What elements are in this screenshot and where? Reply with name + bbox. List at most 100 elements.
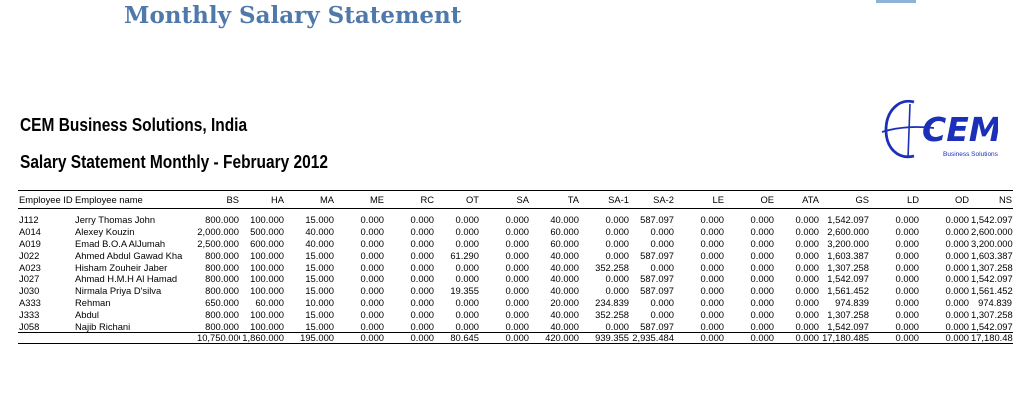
table-cell: 0.000 bbox=[650, 226, 674, 238]
table-cell: 0.000 bbox=[505, 237, 529, 249]
table-cell: J058 bbox=[19, 320, 40, 332]
cem-logo: CEM Business Solutions bbox=[881, 99, 998, 159]
table-cell: 0.000 bbox=[795, 308, 819, 320]
table-cell: 0.000 bbox=[650, 261, 674, 273]
table-cell: 0.000 bbox=[945, 249, 969, 261]
table-cell: 587.097 bbox=[640, 249, 674, 261]
table-cell: 0.000 bbox=[455, 308, 479, 320]
table-cell: 0.000 bbox=[700, 285, 724, 297]
table-cell: 0.000 bbox=[455, 237, 479, 249]
table-cell: Abdul bbox=[75, 308, 99, 320]
table-cell: 0.000 bbox=[895, 226, 919, 238]
table-cell: 0.000 bbox=[360, 273, 384, 285]
table-cell: 0.000 bbox=[360, 261, 384, 273]
table-cell: 0.000 bbox=[700, 261, 724, 273]
table-cell: 0.000 bbox=[455, 273, 479, 285]
table-cell: 1,307.258 bbox=[827, 261, 869, 273]
table-cell: 0.000 bbox=[505, 273, 529, 285]
table-cell: 0.000 bbox=[750, 237, 774, 249]
table-cell: 0.000 bbox=[455, 226, 479, 238]
total-cell: 80.645 bbox=[435, 331, 480, 344]
table-cell: Ahmad H.M.H Al Hamad bbox=[75, 273, 178, 285]
table-cell: 100.000 bbox=[250, 273, 284, 285]
table-cell: 600.000 bbox=[250, 237, 284, 249]
page-title: Monthly Salary Statement bbox=[124, 2, 462, 29]
table-cell: 234.839 bbox=[595, 296, 629, 308]
table-cell: 587.097 bbox=[640, 273, 674, 285]
table-cell: 1,542.097 bbox=[827, 214, 869, 226]
table-cell: Alexey Kouzin bbox=[75, 226, 135, 238]
table-cell: 40.000 bbox=[550, 214, 579, 226]
table-row: J022 Ahmed Abdul Gawad Kha 800.000 100.000 1… bbox=[18, 249, 1013, 261]
table-cell: 0.000 bbox=[945, 273, 969, 285]
table-cell: 0.000 bbox=[750, 308, 774, 320]
table-cell: 0.000 bbox=[750, 226, 774, 238]
table-cell: 0.000 bbox=[795, 226, 819, 238]
table-cell: 0.000 bbox=[410, 308, 434, 320]
table-cell: 0.000 bbox=[605, 226, 629, 238]
table-cell: 0.000 bbox=[505, 249, 529, 261]
table-cell: 0.000 bbox=[360, 226, 384, 238]
table-cell: 61.290 bbox=[450, 249, 479, 261]
total-cell: 0.000 bbox=[335, 331, 385, 344]
table-cell: 0.000 bbox=[795, 273, 819, 285]
table-row: J112 Jerry Thomas John 800.000 100.000 15.00… bbox=[18, 214, 1013, 226]
table-cell: 0.000 bbox=[455, 214, 479, 226]
table-cell: 800.000 bbox=[205, 249, 239, 261]
table-cell: 40.000 bbox=[550, 261, 579, 273]
table-cell: 800.000 bbox=[205, 273, 239, 285]
table-cell: 15.000 bbox=[305, 261, 334, 273]
column-header: LE bbox=[675, 190, 725, 209]
table-cell: 800.000 bbox=[205, 320, 239, 332]
table-cell: 0.000 bbox=[700, 237, 724, 249]
table-cell: 0.000 bbox=[750, 320, 774, 332]
table-cell: J333 bbox=[19, 308, 40, 320]
table-cell: Nirmala Priya D'silva bbox=[75, 285, 162, 297]
table-cell: J030 bbox=[19, 285, 40, 297]
table-cell: 1,542.097 bbox=[971, 214, 1013, 226]
table-cell: 0.000 bbox=[410, 237, 434, 249]
table-cell: 0.000 bbox=[895, 320, 919, 332]
table-cell: 0.000 bbox=[750, 273, 774, 285]
table-cell: 1,561.452 bbox=[827, 285, 869, 297]
total-cell: 1,860.000 bbox=[240, 331, 285, 344]
statement-title: Salary Statement Monthly - February 2012 bbox=[20, 152, 328, 172]
table-cell: 0.000 bbox=[895, 249, 919, 261]
column-header: SA-1 bbox=[580, 190, 630, 209]
table-cell: 0.000 bbox=[795, 261, 819, 273]
table-cell: 0.000 bbox=[895, 308, 919, 320]
table-cell: 0.000 bbox=[650, 308, 674, 320]
table-cell: 1,307.258 bbox=[971, 261, 1013, 273]
table-cell: 1,542.097 bbox=[971, 320, 1013, 332]
table-cell: 0.000 bbox=[505, 308, 529, 320]
table-cell: 587.097 bbox=[640, 214, 674, 226]
total-cell: 0.000 bbox=[920, 331, 970, 344]
table-cell: 3,200.000 bbox=[827, 237, 869, 249]
table-cell: 0.000 bbox=[410, 273, 434, 285]
table-cell: 60.000 bbox=[550, 237, 579, 249]
table-cell: 0.000 bbox=[605, 237, 629, 249]
table-row: A023 Hisham Zouheir Jaber 800.000 100.000 15… bbox=[18, 261, 1013, 273]
table-cell: Rehman bbox=[75, 296, 111, 308]
table-cell: 0.000 bbox=[360, 237, 384, 249]
table-cell: 40.000 bbox=[305, 226, 334, 238]
table-cell: 0.000 bbox=[605, 249, 629, 261]
cem-logo-mark bbox=[881, 99, 935, 159]
total-cell: 195.000 bbox=[285, 331, 335, 344]
table-cell: 0.000 bbox=[795, 320, 819, 332]
table-cell: 0.000 bbox=[605, 320, 629, 332]
table-cell: 0.000 bbox=[795, 285, 819, 297]
column-header: LD bbox=[870, 190, 920, 209]
table-cell: Hisham Zouheir Jaber bbox=[75, 261, 168, 273]
table-cell: 0.000 bbox=[700, 296, 724, 308]
table-cell: 0.000 bbox=[360, 285, 384, 297]
column-header: GS bbox=[820, 190, 870, 209]
table-cell: 0.000 bbox=[505, 214, 529, 226]
table-cell: 0.000 bbox=[795, 237, 819, 249]
table-row: A014 Alexey Kouzin 2,000.000 500.000 40.000 0… bbox=[18, 226, 1013, 238]
table-cell: 0.000 bbox=[945, 214, 969, 226]
table-cell: 0.000 bbox=[505, 226, 529, 238]
table-cell: A333 bbox=[19, 296, 41, 308]
table-cell: 40.000 bbox=[550, 273, 579, 285]
table-cell: 0.000 bbox=[360, 249, 384, 261]
